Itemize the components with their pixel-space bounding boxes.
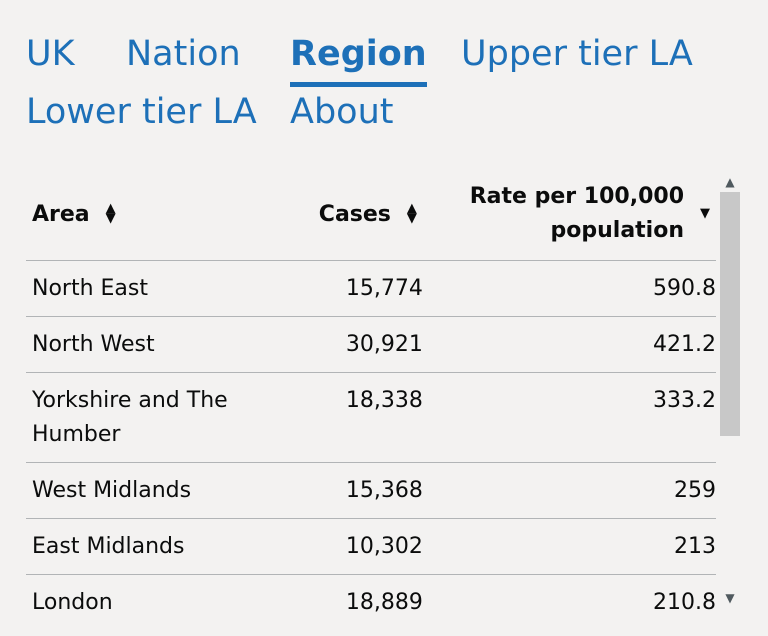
sort-both-icon: ▲ ▼: [406, 201, 417, 226]
scrollbar-thumb[interactable]: [720, 192, 740, 436]
rate-header-label: Rate per 100,000 population: [470, 180, 684, 248]
area-header-label: Area: [32, 201, 90, 227]
table-scrollbar[interactable]: ▲ ▼: [718, 172, 742, 612]
table-row: London 18,889 210.8: [26, 574, 716, 630]
rate-cell: 213: [422, 518, 716, 575]
area-cell: East Midlands: [26, 518, 314, 575]
cases-cell: 18,338: [313, 372, 423, 463]
region-table: Area ▲ ▼ Cases ▲ ▼ Rate per 100,000 popula…: [26, 168, 716, 630]
rate-cell: 590.8: [422, 260, 716, 317]
table-row: North West 30,921 421.2: [26, 316, 716, 373]
tab-upper-tier-la[interactable]: Upper tier LA: [461, 34, 693, 74]
rate-cell: 210.8: [422, 574, 716, 630]
scroll-down-arrow-icon[interactable]: ▼: [725, 591, 735, 605]
tab-region[interactable]: Region: [290, 34, 427, 87]
sort-both-icon: ▲ ▼: [105, 201, 116, 226]
area-cell: Yorkshire and The Humber: [26, 372, 314, 463]
region-tabs: UK Nation Region Upper tier LA Lower tie…: [0, 0, 768, 150]
region-table-container: Area ▲ ▼ Cases ▲ ▼ Rate per 100,000 popula…: [0, 168, 742, 636]
table-row: Yorkshire and The Humber 18,338 333.2: [26, 372, 716, 463]
rate-cell: 333.2: [422, 372, 716, 463]
table-row: West Midlands 15,368 259: [26, 462, 716, 519]
scroll-up-arrow-icon[interactable]: ▲: [725, 175, 735, 189]
cases-header-label: Cases: [318, 201, 391, 227]
area-column-header[interactable]: Area ▲ ▼: [26, 168, 313, 261]
rate-column-header[interactable]: Rate per 100,000 population ▼: [423, 168, 716, 261]
cases-cell: 15,368: [313, 462, 423, 519]
sort-descending-icon: ▼: [700, 206, 710, 221]
tab-about[interactable]: About: [290, 92, 394, 132]
rate-header-line2: population: [550, 218, 685, 243]
table-row: North East 15,774 590.8: [26, 260, 716, 317]
table-header-row: Area ▲ ▼ Cases ▲ ▼ Rate per 100,000 popula…: [26, 168, 716, 261]
tab-nation[interactable]: Nation: [126, 34, 241, 74]
rate-cell: 421.2: [422, 316, 716, 373]
rate-header-line1: Rate per 100,000: [469, 184, 684, 209]
cases-cell: 18,889: [313, 574, 423, 630]
area-cell: London: [26, 574, 314, 630]
cases-column-header[interactable]: Cases ▲ ▼: [313, 168, 423, 261]
cases-cell: 15,774: [313, 260, 423, 317]
area-cell: West Midlands: [26, 462, 314, 519]
rate-cell: 259: [422, 462, 716, 519]
area-cell: North West: [26, 316, 314, 373]
cases-cell: 10,302: [313, 518, 423, 575]
table-row: East Midlands 10,302 213: [26, 518, 716, 575]
tab-uk[interactable]: UK: [26, 34, 75, 74]
tab-lower-tier-la[interactable]: Lower tier LA: [26, 92, 257, 132]
cases-cell: 30,921: [313, 316, 423, 373]
area-cell: North East: [26, 260, 314, 317]
